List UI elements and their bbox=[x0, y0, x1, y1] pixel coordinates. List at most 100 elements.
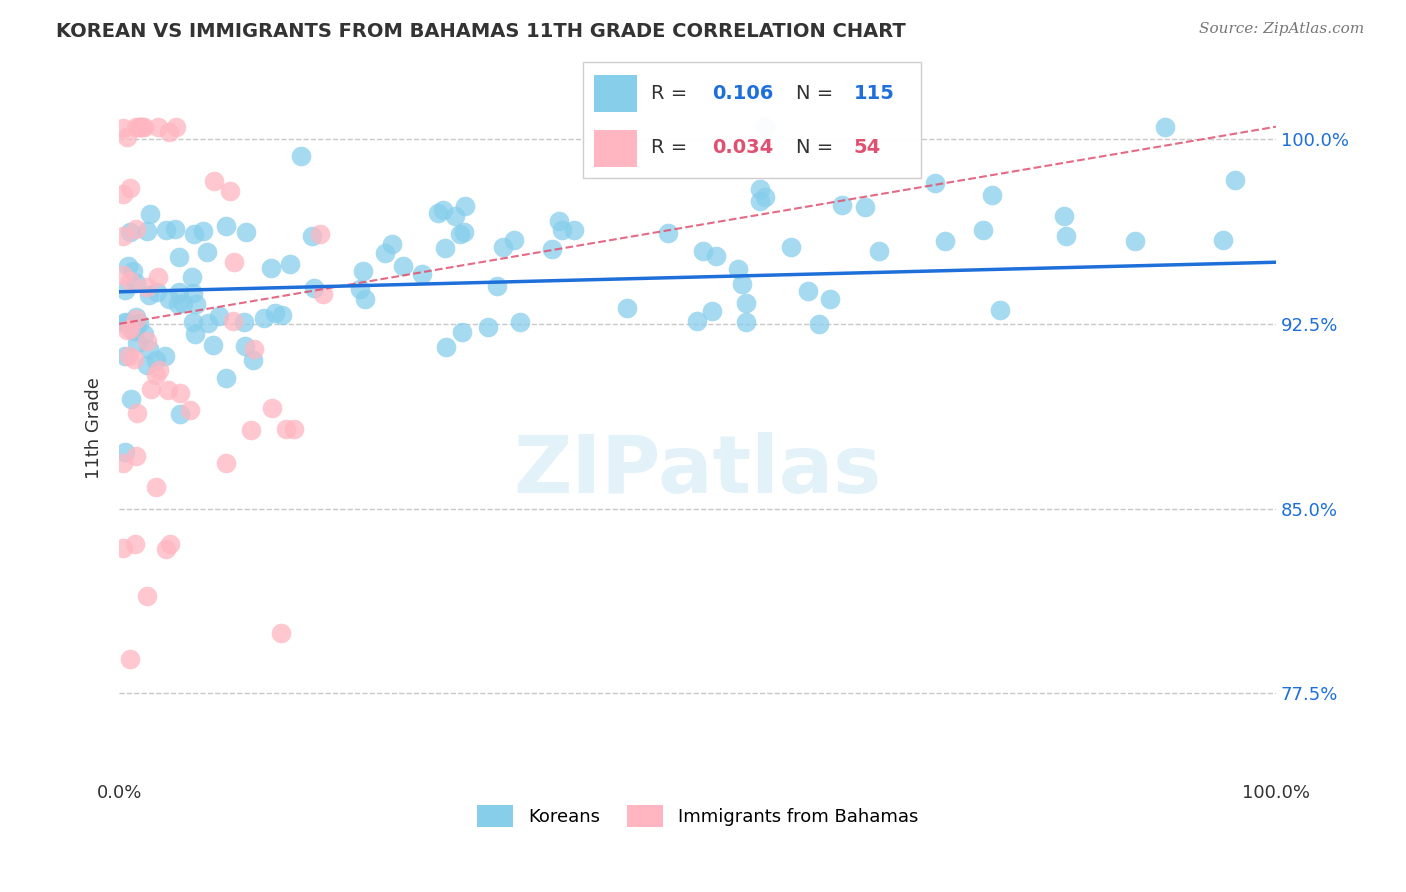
Point bbox=[754, 190, 776, 204]
Text: N =: N = bbox=[796, 84, 839, 103]
Point bbox=[124, 537, 146, 551]
Point bbox=[309, 227, 332, 241]
Point bbox=[411, 267, 433, 281]
Point bbox=[657, 226, 679, 240]
Point bbox=[179, 402, 201, 417]
Point bbox=[797, 284, 820, 298]
Text: Source: ZipAtlas.com: Source: ZipAtlas.com bbox=[1198, 22, 1364, 37]
Bar bbox=[593, 75, 637, 112]
Point bbox=[131, 120, 153, 134]
Y-axis label: 11th Grade: 11th Grade bbox=[86, 377, 103, 480]
Point bbox=[115, 323, 138, 337]
Point bbox=[111, 268, 134, 282]
Point bbox=[117, 260, 139, 274]
Point bbox=[111, 229, 134, 244]
Point bbox=[1123, 234, 1146, 248]
Point bbox=[146, 285, 169, 299]
Point bbox=[233, 339, 256, 353]
Point bbox=[1225, 173, 1247, 187]
Point bbox=[235, 225, 257, 239]
Point bbox=[184, 326, 207, 341]
Point bbox=[118, 225, 141, 239]
Point bbox=[831, 198, 853, 212]
Point bbox=[727, 262, 749, 277]
Point bbox=[283, 422, 305, 436]
Point bbox=[1211, 233, 1233, 247]
Point bbox=[118, 349, 141, 363]
Point bbox=[449, 227, 471, 241]
Point bbox=[172, 296, 194, 310]
Point bbox=[924, 176, 946, 190]
Point bbox=[183, 227, 205, 241]
Point bbox=[779, 240, 801, 254]
Point bbox=[148, 362, 170, 376]
Point bbox=[616, 301, 638, 315]
Point bbox=[692, 244, 714, 259]
Point bbox=[215, 371, 238, 385]
Point bbox=[451, 325, 474, 339]
Point bbox=[242, 353, 264, 368]
Point bbox=[352, 264, 374, 278]
Text: N =: N = bbox=[796, 137, 839, 157]
Point bbox=[128, 316, 150, 330]
Point bbox=[181, 286, 204, 301]
Point bbox=[1054, 228, 1077, 243]
Point bbox=[195, 244, 218, 259]
Point bbox=[208, 310, 231, 324]
Point bbox=[114, 316, 136, 330]
Point bbox=[301, 229, 323, 244]
Point bbox=[354, 292, 377, 306]
Text: ZIPatlas: ZIPatlas bbox=[513, 432, 882, 509]
Point bbox=[120, 651, 142, 665]
Point bbox=[114, 349, 136, 363]
Point bbox=[278, 257, 301, 271]
Point bbox=[1053, 209, 1076, 223]
Point bbox=[260, 401, 283, 415]
Point bbox=[432, 202, 454, 217]
Point bbox=[221, 314, 243, 328]
Point bbox=[734, 315, 756, 329]
Point bbox=[136, 358, 159, 372]
Point bbox=[201, 337, 224, 351]
Point bbox=[120, 392, 142, 406]
Point bbox=[157, 293, 180, 307]
Point bbox=[155, 542, 177, 557]
Point bbox=[117, 129, 139, 144]
Point bbox=[240, 423, 263, 437]
Point bbox=[111, 541, 134, 555]
Point bbox=[124, 310, 146, 324]
Point bbox=[509, 315, 531, 329]
Point bbox=[807, 317, 830, 331]
Point bbox=[454, 199, 477, 213]
Point bbox=[145, 352, 167, 367]
Point bbox=[145, 480, 167, 494]
Point bbox=[157, 125, 180, 139]
Point bbox=[138, 342, 160, 356]
Point bbox=[111, 456, 134, 470]
Point bbox=[166, 297, 188, 311]
Point bbox=[224, 255, 246, 269]
Point bbox=[1154, 120, 1177, 134]
Point bbox=[453, 225, 475, 239]
Point bbox=[972, 223, 994, 237]
Point bbox=[434, 241, 457, 255]
Point bbox=[146, 120, 169, 134]
Point bbox=[818, 292, 841, 306]
Point bbox=[111, 186, 134, 201]
Point bbox=[132, 326, 155, 341]
Legend: Koreans, Immigrants from Bahamas: Koreans, Immigrants from Bahamas bbox=[470, 797, 925, 834]
Point bbox=[111, 120, 134, 135]
Point bbox=[704, 249, 727, 263]
Point bbox=[215, 219, 238, 233]
Point bbox=[129, 120, 152, 134]
Point bbox=[980, 187, 1002, 202]
Point bbox=[232, 315, 254, 329]
Point bbox=[686, 314, 709, 328]
Bar bbox=[593, 129, 637, 167]
Point bbox=[132, 120, 155, 134]
Point bbox=[114, 283, 136, 297]
Point bbox=[271, 308, 294, 322]
Point bbox=[243, 342, 266, 356]
Point bbox=[311, 286, 333, 301]
Point bbox=[155, 223, 177, 237]
